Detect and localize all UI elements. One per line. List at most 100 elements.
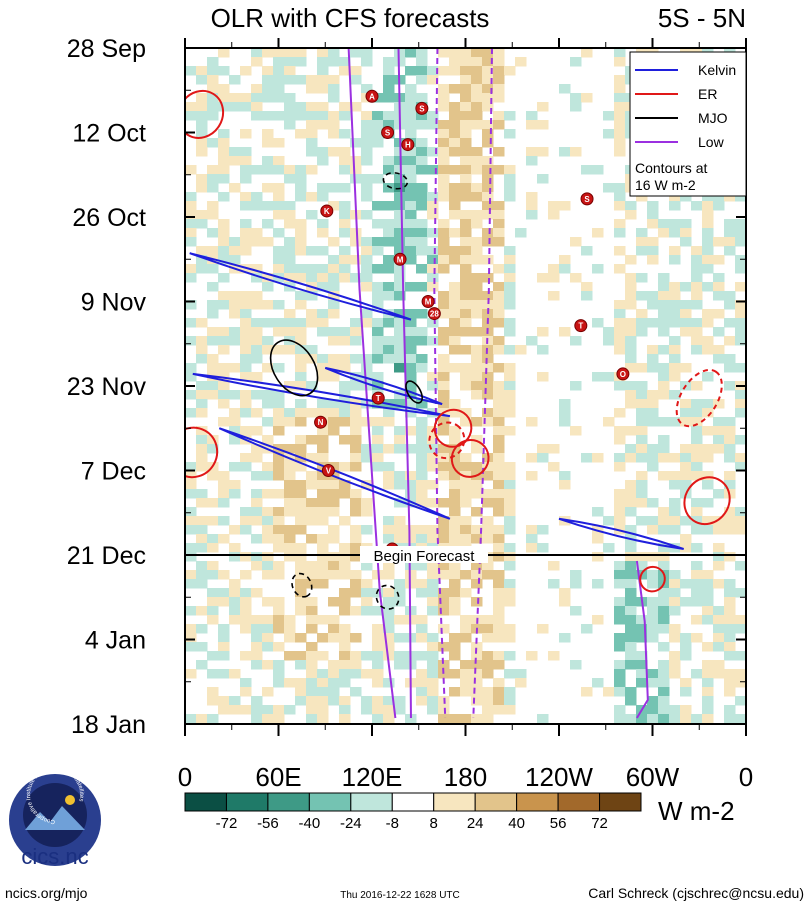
colorbar-tick-label: 8 (430, 815, 438, 832)
olr-cell (185, 480, 197, 490)
olr-cell (504, 165, 516, 175)
olr-cell (625, 615, 637, 625)
olr-cell (691, 453, 703, 463)
olr-cell (471, 480, 483, 490)
olr-cell (251, 192, 263, 202)
olr-cell (504, 255, 516, 265)
olr-cell (284, 345, 296, 355)
olr-cell (251, 372, 263, 382)
olr-cell (306, 291, 318, 301)
olr-cell (339, 417, 351, 427)
olr-cell (273, 57, 285, 67)
olr-cell (273, 417, 285, 427)
olr-cell (262, 156, 274, 166)
olr-cell (669, 300, 681, 310)
olr-cell (328, 201, 340, 211)
olr-cell (361, 192, 373, 202)
olr-cell (691, 291, 703, 301)
olr-cell (724, 228, 736, 238)
olr-cell (614, 57, 626, 67)
olr-cell (229, 705, 241, 715)
olr-cell (306, 84, 318, 94)
olr-cell (449, 111, 461, 121)
forecast-label: Begin Forecast (374, 548, 476, 565)
olr-cell (592, 615, 604, 625)
olr-cell (383, 417, 395, 427)
olr-cell (713, 561, 725, 571)
storm-label: A (369, 92, 375, 101)
olr-cell (537, 147, 549, 157)
olr-cell (273, 327, 285, 337)
kelvin-contour (218, 427, 451, 520)
olr-cell (262, 642, 274, 652)
olr-cell (460, 75, 472, 85)
olr-cell (262, 84, 274, 94)
olr-cell (460, 219, 472, 229)
olr-cell (306, 624, 318, 634)
olr-cell (306, 471, 318, 481)
olr-cell (493, 480, 505, 490)
olr-cell (361, 507, 373, 517)
olr-cell (713, 327, 725, 337)
olr-cell (427, 255, 439, 265)
olr-cell (680, 543, 692, 553)
olr-cell (218, 156, 230, 166)
olr-cell (372, 327, 384, 337)
olr-cell (658, 219, 670, 229)
olr-cell (383, 318, 395, 328)
low-contour (347, 48, 397, 719)
olr-cell (394, 525, 406, 535)
olr-cell (284, 444, 296, 454)
olr-cell (427, 210, 439, 220)
olr-cell (625, 390, 637, 400)
olr-cell (482, 57, 494, 67)
olr-cell (603, 543, 615, 553)
olr-cell (339, 66, 351, 76)
olr-cell (350, 408, 362, 418)
olr-cell (262, 300, 274, 310)
storm-label: M (397, 255, 404, 264)
olr-cell (482, 381, 494, 391)
olr-cell (394, 471, 406, 481)
olr-cell (438, 174, 450, 184)
olr-cell (185, 228, 197, 238)
olr-cell (614, 597, 626, 607)
olr-cell (328, 363, 340, 373)
olr-cell (295, 57, 307, 67)
olr-cell (735, 714, 746, 724)
olr-cell (493, 678, 505, 688)
olr-cell (460, 102, 472, 112)
olr-cell (361, 174, 373, 184)
olr-cell (350, 237, 362, 247)
olr-cell (262, 363, 274, 373)
olr-cell (240, 552, 252, 562)
olr-cell (339, 651, 351, 661)
olr-cell (537, 453, 549, 463)
olr-cell (383, 201, 395, 211)
olr-cell (229, 525, 241, 535)
olr-cell (251, 705, 263, 715)
olr-cell (647, 606, 659, 616)
olr-cell (207, 498, 219, 508)
olr-cell (361, 579, 373, 589)
olr-cell (339, 381, 351, 391)
olr-cell (251, 237, 263, 247)
olr-cell (306, 534, 318, 544)
olr-cell (493, 624, 505, 634)
olr-cell (625, 255, 637, 265)
olr-cell (207, 336, 219, 346)
olr-cell (438, 417, 450, 427)
olr-cell (361, 525, 373, 535)
olr-cell (405, 210, 417, 220)
olr-cell (262, 399, 274, 409)
olr-cell (273, 678, 285, 688)
olr-cell (394, 651, 406, 661)
olr-cell (658, 228, 670, 238)
olr-cell (658, 318, 670, 328)
olr-cell (383, 345, 395, 355)
olr-cell (240, 66, 252, 76)
olr-cell (504, 192, 516, 202)
olr-cell (328, 282, 340, 292)
olr-cell (295, 363, 307, 373)
